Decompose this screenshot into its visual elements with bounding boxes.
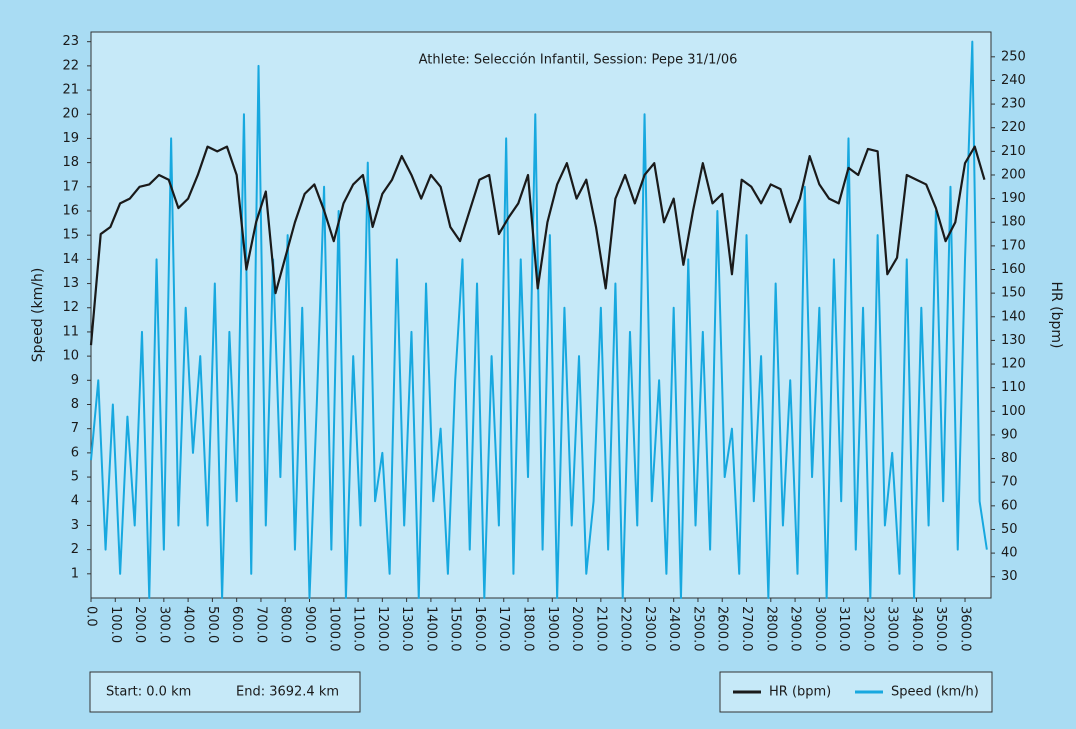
x-tick-label: 3000.0 [812,606,827,652]
y2-tick-label: 60 [1001,498,1018,513]
x-tick-label: 900.0 [302,606,317,643]
y2-tick-label: 100 [1001,404,1026,419]
x-tick-label: 500.0 [205,606,220,643]
x-tick-label: 1700.0 [496,606,511,652]
x-tick-label: 1100.0 [351,606,366,652]
y2-tick-label: 130 [1001,333,1026,348]
y-tick-label: 11 [62,324,79,339]
x-tick-label: 1000.0 [326,606,341,652]
y-tick-label: 18 [62,155,79,170]
y2-tick-label: 50 [1001,522,1018,537]
x-tick-label: 2800.0 [763,606,778,652]
x-tick-label: 1500.0 [448,606,463,652]
x-tick-label: 2100.0 [593,606,608,652]
y2-tick-label: 240 [1001,73,1026,88]
x-tick-label: 2500.0 [690,606,705,652]
x-tick-label: 0.0 [84,606,99,627]
y-tick-label: 15 [62,228,79,243]
y2-tick-label: 40 [1001,546,1018,561]
x-tick-label: 600.0 [229,606,244,643]
y-tick-label: 16 [62,203,79,218]
y-tick-label: 12 [62,300,79,315]
x-tick-label: 2200.0 [618,606,633,652]
x-tick-label: 700.0 [253,606,268,643]
x-tick-label: 3100.0 [836,606,851,652]
y-tick-label: 3 [71,518,79,533]
y2-axis-label: HR (bpm) [1048,281,1064,348]
x-tick-label: 2600.0 [715,606,730,652]
y-tick-label: 4 [71,494,79,509]
x-tick-label: 400.0 [181,606,196,643]
x-tick-label: 100.0 [108,606,123,643]
x-tick-label: 3400.0 [909,606,924,652]
x-tick-label: 1200.0 [375,606,390,652]
y-tick-label: 17 [62,179,79,194]
y2-tick-label: 90 [1001,427,1018,442]
x-tick-label: 1800.0 [521,606,536,652]
x-tick-label: 3500.0 [933,606,948,652]
y-tick-label: 22 [62,58,79,73]
y2-tick-label: 180 [1001,215,1026,230]
range-box [89,671,361,713]
y2-tick-label: 120 [1001,357,1026,372]
y2-tick-label: 210 [1001,144,1026,159]
end-label: End: 3692.4 km [236,685,339,700]
start-label: Start: 0.0 km [106,685,191,700]
y-tick-label: 20 [62,107,79,122]
y-tick-label: 9 [71,373,79,388]
y-tick-label: 19 [62,131,79,146]
legend-label: HR (bpm) [769,685,831,700]
x-tick-label: 3300.0 [885,606,900,652]
x-tick-label: 1300.0 [399,606,414,652]
y2-tick-label: 220 [1001,120,1026,135]
series-line [89,145,986,346]
y2-tick-label: 160 [1001,262,1026,277]
y2-tick-label: 70 [1001,475,1018,490]
y-tick-label: 10 [62,349,79,364]
x-tick-label: 3200.0 [860,606,875,652]
x-tick-label: 1900.0 [545,606,560,652]
chart-title: Athlete: Selección Infantil, Session: Pe… [419,53,738,68]
y-tick-label: 5 [71,470,79,485]
y-tick-label: 7 [71,421,79,436]
x-tick-label: 1400.0 [423,606,438,652]
x-tick-label: 300.0 [156,606,171,643]
y-tick-label: 2 [71,542,79,557]
y-tick-label: 1 [71,566,79,581]
y2-tick-label: 110 [1001,380,1026,395]
y-tick-label: 13 [62,276,79,291]
x-tick-label: 1600.0 [472,606,487,652]
y2-tick-label: 170 [1001,238,1026,253]
y-tick-label: 8 [71,397,79,412]
y2-tick-label: 190 [1001,191,1026,206]
x-tick-label: 3600.0 [958,606,973,652]
x-tick-label: 2700.0 [739,606,754,652]
x-tick-label: 800.0 [278,606,293,643]
y2-tick-label: 80 [1001,451,1018,466]
y-tick-label: 14 [62,252,79,267]
x-tick-label: 200.0 [132,606,147,643]
x-tick-label: 2300.0 [642,606,657,652]
series-line [90,40,988,599]
y-tick-label: 21 [62,83,79,98]
x-tick-label: 2900.0 [788,606,803,652]
legend-label: Speed (km/h) [891,685,979,700]
x-tick-label: 2000.0 [569,606,584,652]
y2-tick-label: 230 [1001,97,1026,112]
x-tick-label: 2400.0 [666,606,681,652]
y2-tick-label: 150 [1001,286,1026,301]
y-tick-label: 23 [62,34,79,49]
y2-tick-label: 140 [1001,309,1026,324]
y2-tick-label: 30 [1001,569,1018,584]
y-axis-label: Speed (km/h) [30,268,46,363]
y2-tick-label: 250 [1001,49,1026,64]
y-tick-label: 6 [71,445,79,460]
y2-tick-label: 200 [1001,167,1026,182]
